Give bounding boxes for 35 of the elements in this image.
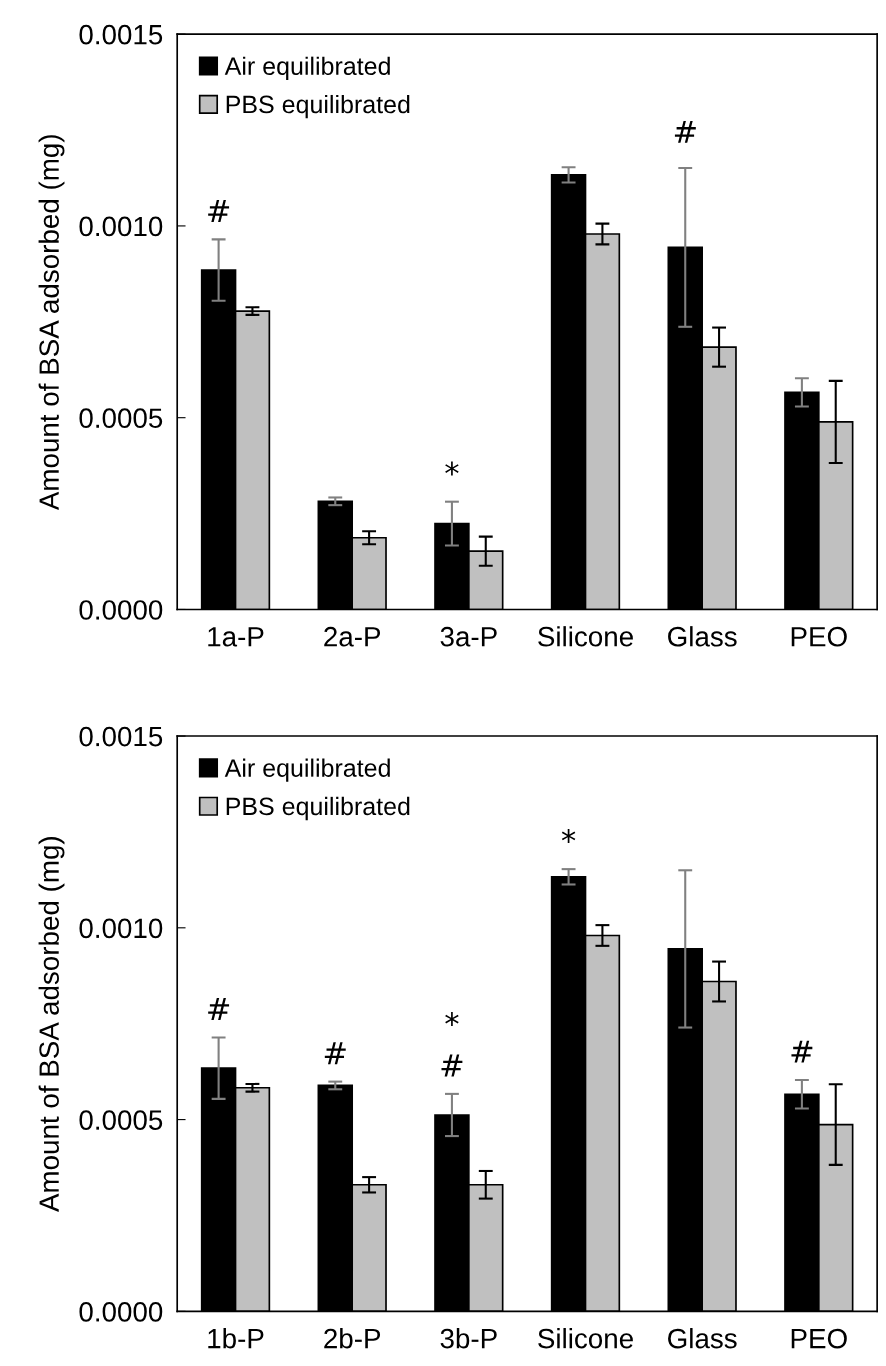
legend-label: PBS equilibrated [226,94,410,119]
x-tick-label: PEO [791,626,847,647]
annotation: * [445,461,459,476]
y-axis-title: Amount of BSA adsorbed (mg) [38,837,65,1212]
x-tick-label: Glass [668,626,737,647]
x-tick-label: PEO [791,1328,847,1349]
x-tick-label: Silicone [538,1328,633,1349]
legend-label: Air equilibrated [224,758,390,782]
x-tick-label: Glass [668,1328,737,1349]
x-tick-label: 2b-P [324,1328,381,1349]
y-tick-label: 0.0010 [79,216,163,237]
annotation: # [674,120,696,143]
x-tick-label: 2a-P [324,626,381,647]
y-tick-label: 0.0015 [79,24,163,45]
annotation: * [445,1012,459,1027]
y-tick-label: 0.0000 [79,1302,163,1322]
y-tick-label: 0.0010 [79,918,163,939]
y-tick-label: 0.0005 [79,408,163,429]
annotation: * [561,828,576,843]
annotation: # [791,1040,813,1063]
x-tick-label: Silicone [538,626,633,647]
legend-label: PBS equilibrated [226,796,410,821]
annotation: # [208,199,230,222]
x-tick-label: 1a-P [208,627,264,647]
y-tick-label: 0.0000 [79,600,163,620]
x-tick-label: 1b-P [208,1328,264,1349]
annotation: # [441,1054,463,1077]
annotation: # [208,998,230,1021]
x-tick-label: 3a-P [440,626,497,647]
annotation: # [324,1042,346,1065]
y-axis-title: Amount of BSA adsorbed (mg) [38,135,65,511]
y-tick-label: 0.0015 [79,726,163,747]
legend-label: Air equilibrated [224,56,390,80]
x-tick-label: 3b-P [440,1328,497,1349]
y-tick-label: 0.0005 [79,1110,163,1130]
